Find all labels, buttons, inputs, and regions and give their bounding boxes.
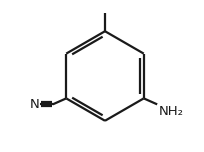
Text: N: N: [30, 98, 40, 111]
Text: NH₂: NH₂: [158, 105, 183, 118]
